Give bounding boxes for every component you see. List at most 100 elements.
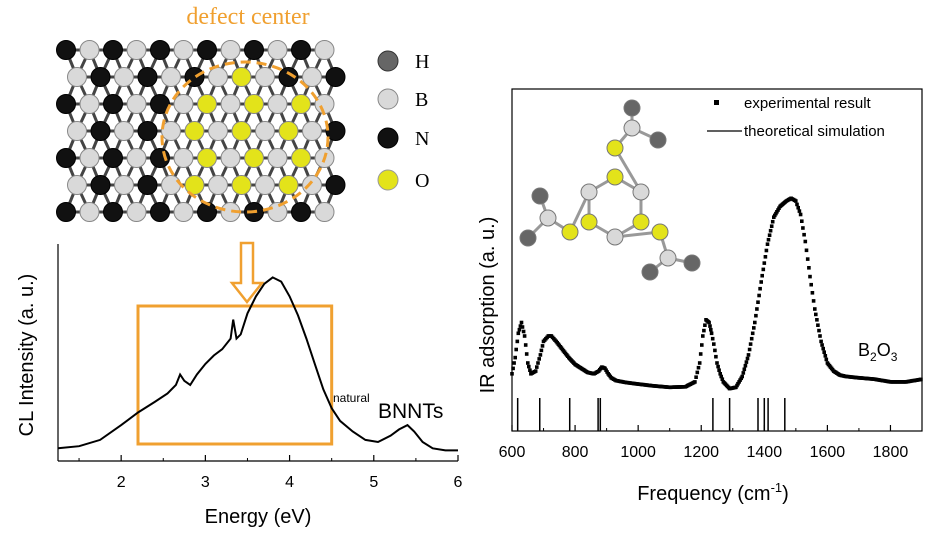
lattice-atom	[137, 67, 158, 87]
ir-x-axis-label: Frequency (cm-1)	[637, 480, 789, 505]
molecule-atom	[606, 139, 624, 157]
ir-exp-point	[815, 318, 819, 322]
ir-exp-point	[524, 352, 529, 356]
ir-exp-point	[709, 331, 714, 336]
ir-exp-point	[765, 242, 770, 246]
ir-exp-point	[747, 347, 752, 352]
ir-exp-point	[804, 248, 809, 253]
ir-exp-point	[514, 347, 518, 352]
ir-exp-point	[769, 224, 774, 228]
molecule-atom	[580, 213, 598, 231]
ir-exp-point	[817, 328, 821, 333]
ir-exp-point	[756, 300, 760, 304]
lattice-atom	[302, 67, 322, 87]
legend-label-n: N	[415, 128, 429, 150]
molecule-atom	[632, 213, 650, 231]
ir-exp-point	[535, 365, 539, 369]
lattice-atom	[255, 67, 275, 87]
ir-exp-point	[810, 291, 815, 295]
ir-exp-point	[805, 257, 810, 261]
cl-highlight-box	[136, 304, 334, 446]
ir-exp-point	[694, 375, 698, 379]
lattice-atom	[314, 40, 335, 60]
legend-swatch-h	[377, 50, 399, 72]
cl-x-tick-label: 6	[454, 474, 463, 491]
ir-exp-point	[802, 232, 806, 237]
ir-exp-point	[714, 354, 718, 359]
molecule-bond	[613, 147, 643, 193]
ir-exp-point	[741, 371, 746, 375]
ir-exp-point	[811, 299, 816, 303]
ir-legend-theory: theoretical simulation	[744, 123, 885, 140]
lattice-atom	[56, 148, 76, 168]
ir-exp-point	[698, 352, 703, 356]
molecule-atom	[606, 168, 624, 186]
lattice-atom	[302, 175, 322, 195]
ir-exp-point	[766, 237, 771, 242]
ir-exp-point	[762, 261, 767, 265]
lattice-atom	[67, 175, 87, 195]
lattice-atom	[126, 40, 147, 60]
lattice-atom	[161, 175, 181, 195]
molecule-atom	[659, 249, 677, 267]
ir-exp-point	[516, 331, 521, 336]
cl-x-ticks: 2 3 4 5 6	[78, 455, 463, 491]
bn-lattice-structure	[56, 40, 346, 222]
ir-exp-point	[511, 366, 515, 371]
legend-label-o: O	[415, 170, 429, 192]
ir-exp-point	[801, 226, 805, 230]
lattice-atom	[126, 202, 147, 222]
molecule-atom	[641, 263, 659, 281]
ir-exp-point	[824, 357, 829, 362]
lattice-atom	[267, 148, 288, 168]
molecule-atom	[623, 119, 641, 137]
lattice-atom	[103, 94, 123, 114]
lattice-atom	[150, 202, 170, 222]
lattice-atom	[231, 121, 252, 141]
lattice-atom	[291, 148, 311, 168]
ir-exp-point	[717, 368, 721, 372]
lattice-atom	[255, 121, 275, 141]
ir-exp-point	[713, 348, 717, 353]
ir-exp-point	[745, 356, 750, 361]
ir-exp-point	[527, 364, 531, 369]
ir-exp-point	[757, 293, 761, 298]
ir-exp-point	[796, 205, 800, 210]
ir-exp-point	[919, 377, 923, 382]
lattice-atom	[126, 94, 147, 114]
lattice-atom	[103, 40, 123, 60]
lattice-atom	[79, 94, 100, 114]
ir-exp-point	[760, 273, 764, 278]
lattice-atom	[267, 40, 288, 60]
ir-legend-marker-experimental	[714, 100, 719, 105]
ir-exp-point	[813, 307, 817, 311]
ir-exp-point	[821, 346, 825, 351]
ir-exp-point	[754, 313, 758, 318]
ir-exp-point	[536, 361, 540, 365]
ir-exp-point	[538, 353, 543, 357]
ir-exp-point	[521, 329, 526, 334]
ir-exp-point	[761, 267, 766, 272]
ir-x-tick-label: 1800	[873, 444, 909, 461]
lattice-atom	[278, 67, 299, 87]
lattice-atom	[79, 148, 100, 168]
ir-exp-point	[753, 320, 757, 325]
ir-x-tick-label: 1600	[810, 444, 846, 461]
ir-exp-point	[752, 326, 756, 330]
lattice-atom	[173, 202, 194, 222]
molecule-atom	[539, 209, 557, 227]
lattice-atom	[208, 67, 228, 87]
ir-exp-point	[539, 348, 544, 353]
ir-exp-point	[719, 374, 723, 379]
lattice-atom	[197, 94, 217, 114]
lattice-atom	[79, 40, 100, 60]
legend-swatch-o	[377, 169, 399, 191]
ir-exp-point	[816, 323, 820, 327]
lattice-atom	[173, 40, 194, 60]
ir-exp-point	[712, 342, 716, 346]
molecule-atom	[531, 187, 549, 205]
lattice-atom	[150, 40, 170, 60]
ir-chart: 600 800 1000 1200 1400 1600 1800 IR adsorption…	[477, 88, 923, 505]
cl-series-line	[57, 276, 458, 452]
lattice-atom	[126, 148, 147, 168]
